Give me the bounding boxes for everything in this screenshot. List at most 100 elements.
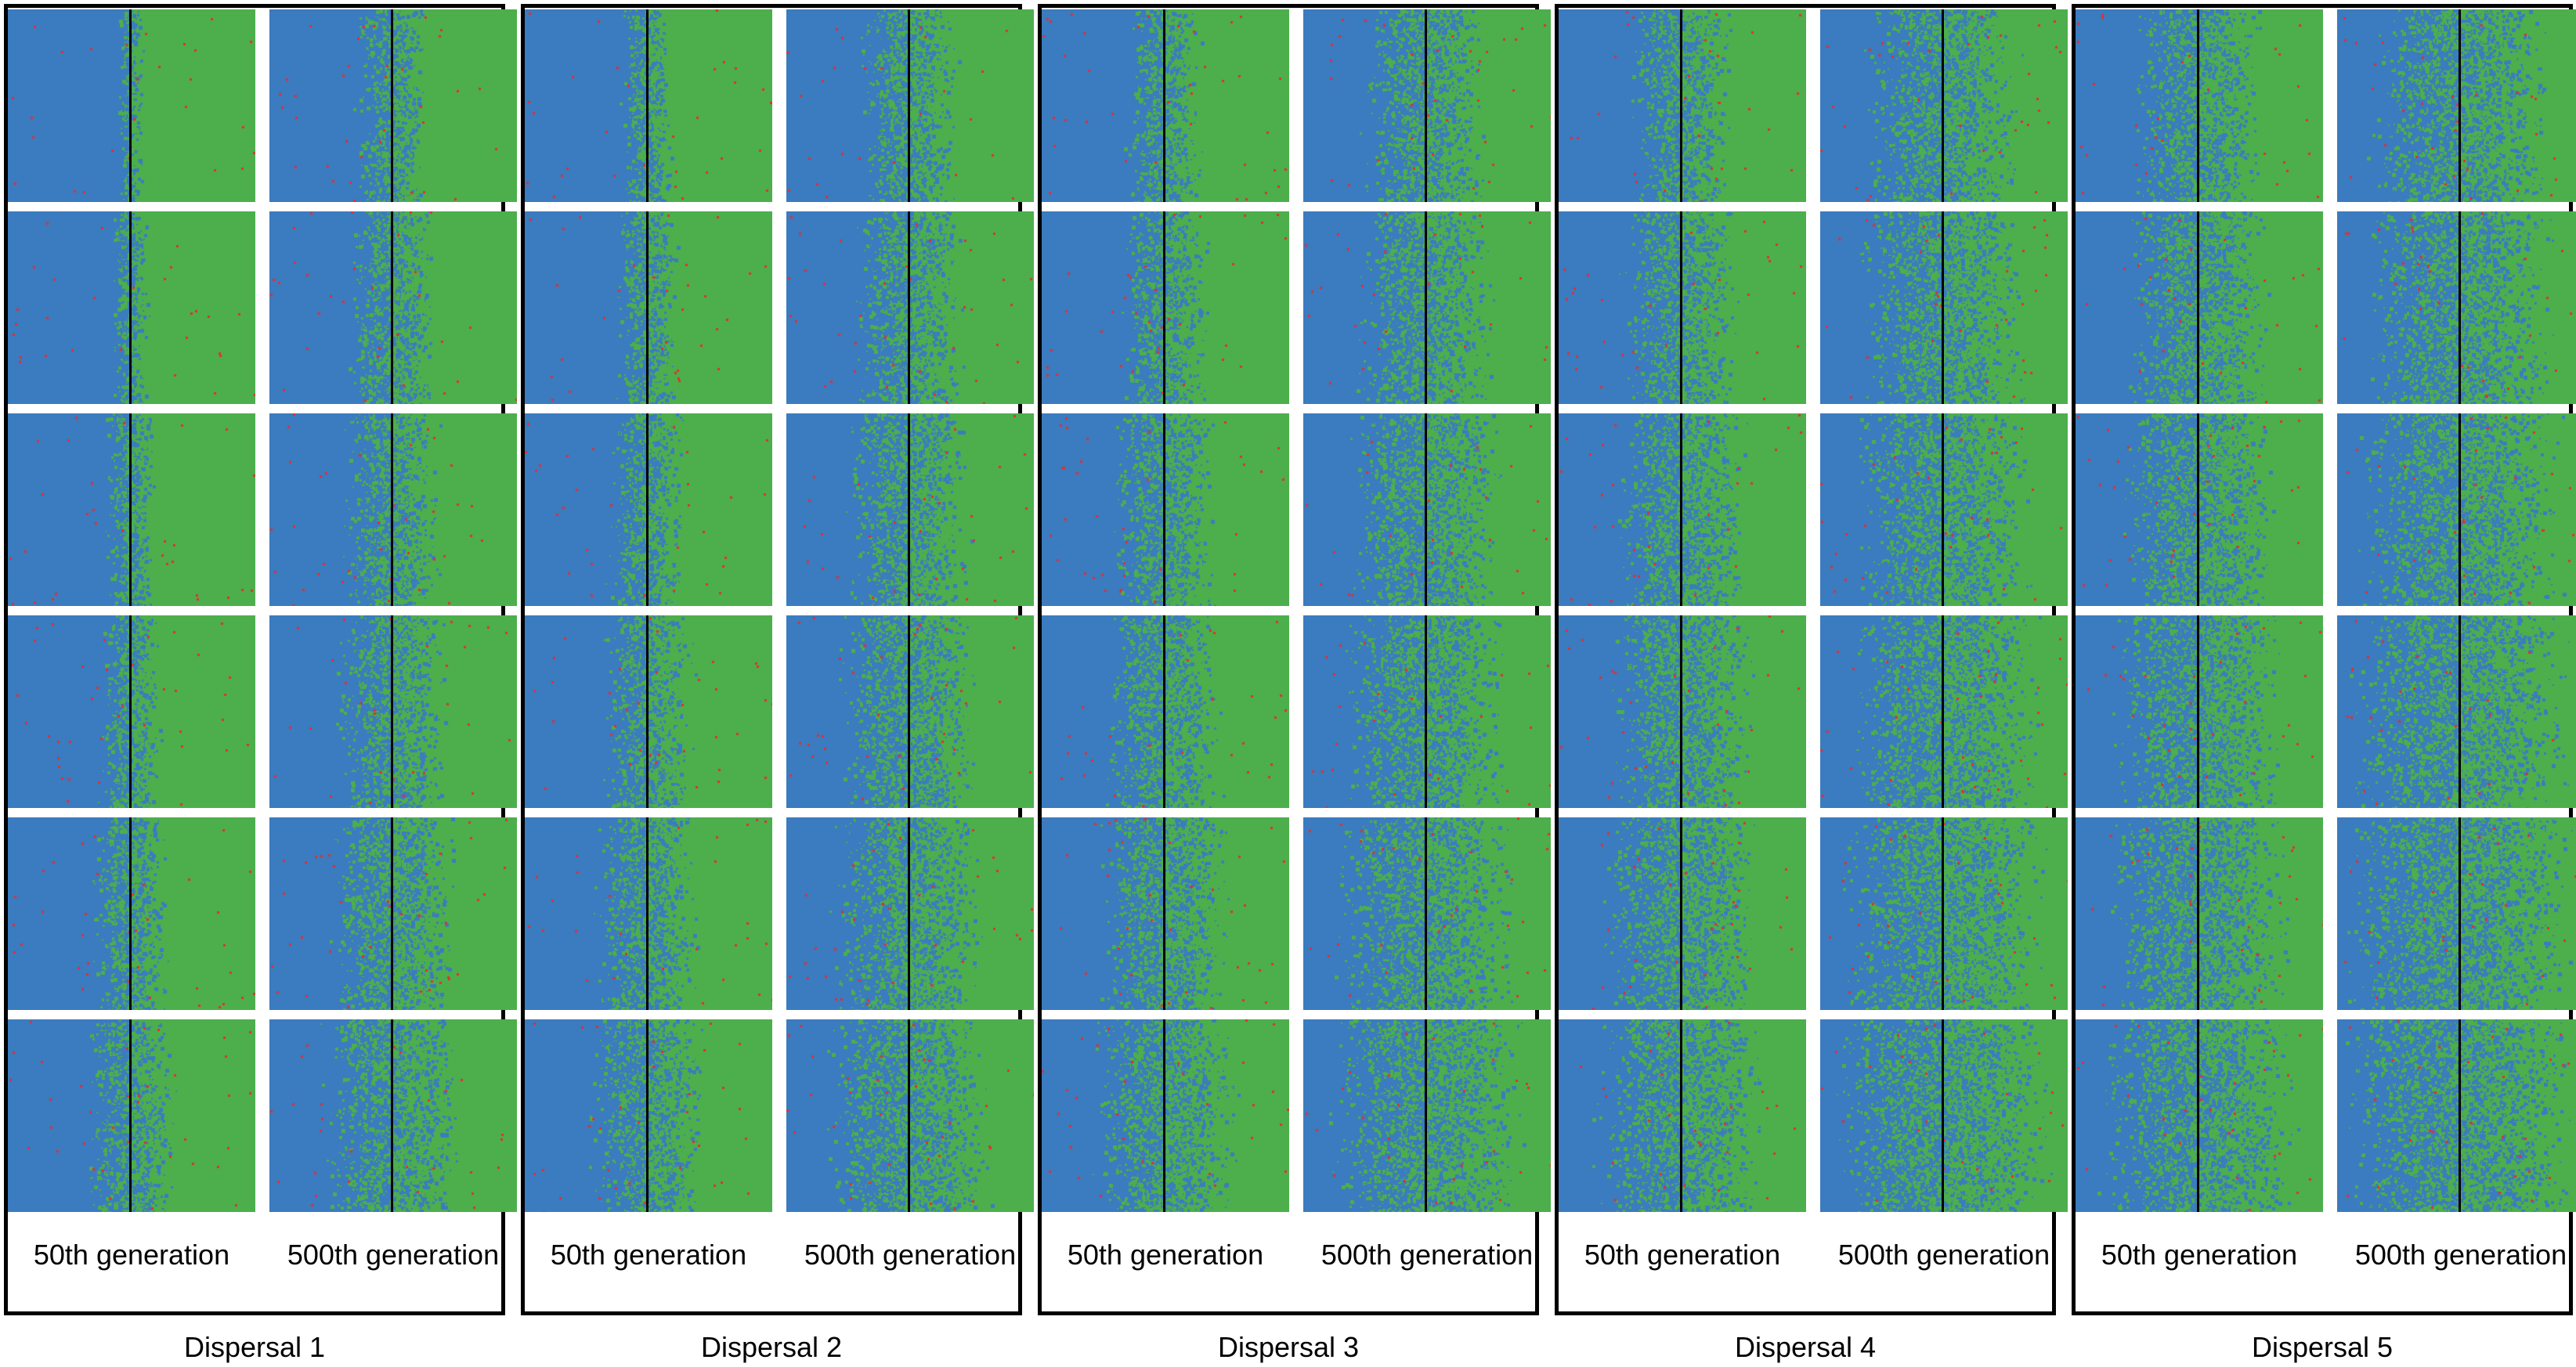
initial-boundary-line [1163,211,1165,404]
initial-boundary-line [1163,1019,1165,1212]
initial-boundary-line [646,211,649,404]
initial-boundary-line [391,9,393,202]
lattice-canvas [786,211,1034,404]
lattice-d1-rc-gen50 [8,413,255,606]
initial-boundary-line [391,615,393,808]
lattice-canvas [1042,211,1289,404]
dispersal-caption: Dispersal 4 [1734,1331,1877,1363]
lattice-canvas [786,9,1034,202]
lattice-d1-rb-gen50 [8,211,255,404]
generation-label-500: 500th generation [1837,1239,2050,1271]
lattice-d3-ra-gen50 [1042,9,1289,202]
lattice-canvas [269,615,517,808]
lattice-d4-rc-gen50 [1559,413,1806,606]
initial-boundary-line [1680,817,1682,1010]
initial-boundary-line [1942,817,1944,1010]
lattice-d3-rf-gen50 [1042,1019,1289,1212]
initial-boundary-line [1942,1019,1944,1212]
lattice-canvas [1559,413,1806,606]
lattice-canvas [2337,211,2576,404]
lattice-d2-rf-gen50 [525,1019,772,1212]
lattice-canvas [2337,413,2576,606]
generation-label-50: 50th generation [33,1239,230,1271]
initial-boundary-line [2197,413,2199,606]
initial-boundary-line [391,413,393,606]
lattice-canvas [1820,413,2068,606]
lattice-d2-rf-gen500 [786,1019,1034,1212]
lattice-canvas [1042,817,1289,1010]
lattice-canvas [269,1019,517,1212]
initial-boundary-line [646,413,649,606]
lattice-canvas [1820,817,2068,1010]
lattice-canvas [8,9,255,202]
initial-boundary-line [1163,817,1165,1010]
lattice-canvas [8,817,255,1010]
initial-boundary-line [646,1019,649,1212]
lattice-d1-rd-gen50 [8,615,255,808]
initial-boundary-line [391,817,393,1010]
generation-label-500: 500th generation [2354,1239,2567,1271]
lattice-canvas [1042,1019,1289,1212]
initial-boundary-line [646,9,649,202]
dispersal-caption: Dispersal 2 [700,1331,843,1363]
lattice-canvas [525,413,772,606]
lattice-canvas [525,1019,772,1212]
initial-boundary-line [391,211,393,404]
lattice-d1-rf-gen500 [269,1019,517,1212]
initial-boundary-line [646,817,649,1010]
initial-boundary-line [1942,615,1944,808]
generation-label-500: 500th generation [287,1239,500,1271]
lattice-canvas [525,615,772,808]
initial-boundary-line [908,1019,910,1212]
lattice-d4-rb-gen50 [1559,211,1806,404]
lattice-d1-re-gen50 [8,817,255,1010]
initial-boundary-line [2459,413,2461,606]
lattice-canvas [2337,615,2576,808]
initial-boundary-line [129,9,132,202]
lattice-canvas [1303,1019,1551,1212]
lattice-canvas [8,211,255,404]
initial-boundary-line [1425,9,1427,202]
initial-boundary-line [1942,211,1944,404]
lattice-canvas [1559,211,1806,404]
lattice-d1-rc-gen500 [269,413,517,606]
initial-boundary-line [908,211,910,404]
initial-boundary-line [2459,9,2461,202]
lattice-d2-re-gen50 [525,817,772,1010]
lattice-d4-rd-gen500 [1820,615,2068,808]
lattice-canvas [1559,9,1806,202]
lattice-d4-rc-gen500 [1820,413,2068,606]
lattice-canvas [786,615,1034,808]
lattice-canvas [1303,211,1551,404]
lattice-d3-rb-gen500 [1303,211,1551,404]
initial-boundary-line [2197,817,2199,1010]
lattice-d3-rc-gen50 [1042,413,1289,606]
lattice-canvas [1820,615,2068,808]
lattice-d3-rf-gen500 [1303,1019,1551,1212]
initial-boundary-line [2459,817,2461,1010]
lattice-canvas [1820,211,2068,404]
lattice-d2-rc-gen500 [786,413,1034,606]
lattice-canvas [786,1019,1034,1212]
lattice-canvas [269,817,517,1010]
lattice-d4-ra-gen500 [1820,9,2068,202]
lattice-canvas [2337,1019,2576,1212]
initial-boundary-line [129,413,132,606]
lattice-canvas [1820,1019,2068,1212]
lattice-d3-rc-gen500 [1303,413,1551,606]
lattice-d2-rd-gen500 [786,615,1034,808]
lattice-d1-rb-gen500 [269,211,517,404]
lattice-d1-ra-gen50 [8,9,255,202]
lattice-canvas [525,211,772,404]
generation-label-50: 50th generation [1067,1239,1264,1271]
lattice-d2-ra-gen50 [525,9,772,202]
lattice-canvas [1042,413,1289,606]
lattice-d2-re-gen500 [786,817,1034,1010]
generation-label-50: 50th generation [1584,1239,1781,1271]
initial-boundary-line [1425,211,1427,404]
lattice-d2-ra-gen500 [786,9,1034,202]
lattice-canvas [8,1019,255,1212]
lattice-d5-rd-gen500 [2337,615,2576,808]
initial-boundary-line [1680,413,1682,606]
